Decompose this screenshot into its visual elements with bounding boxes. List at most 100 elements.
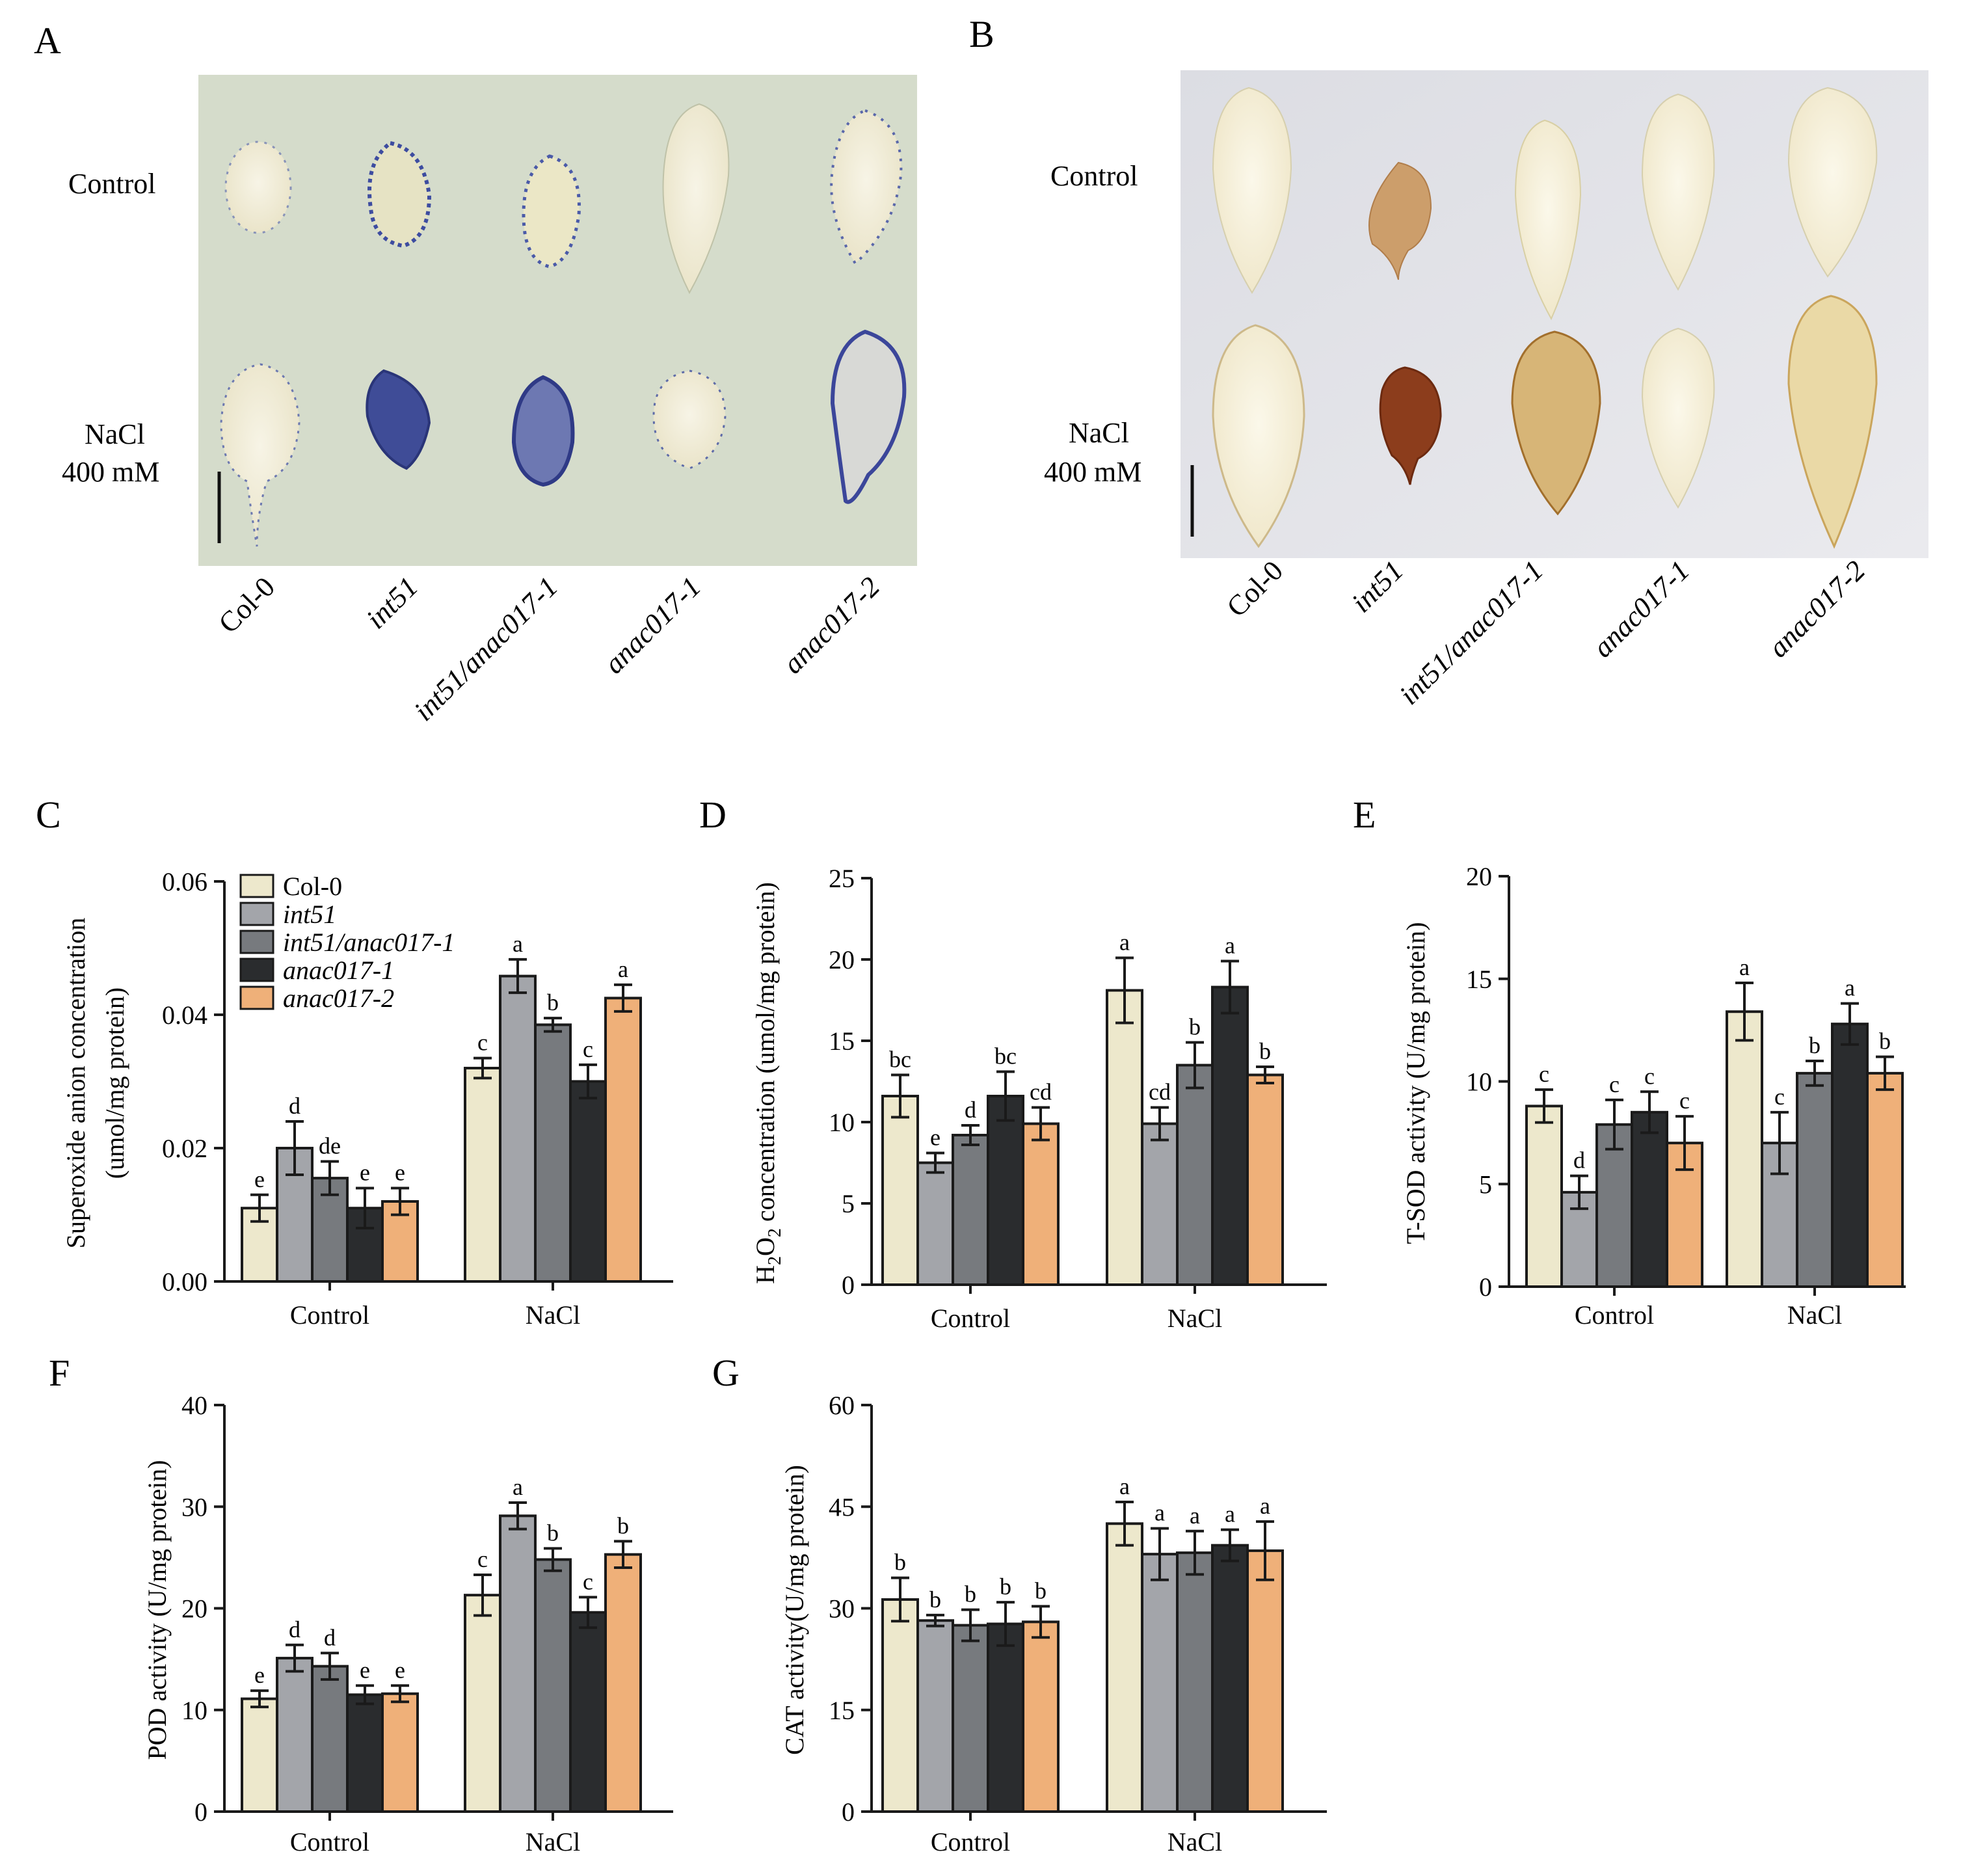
- leaf-B-nacl-int51-anac: [1511, 330, 1601, 516]
- leaf-B-nacl-anac1: [1641, 327, 1715, 509]
- significance-letter-C: c: [583, 1036, 593, 1062]
- bar-F-0-3: [346, 1693, 384, 1813]
- bar-D-1-0: [1106, 989, 1143, 1286]
- significance-letter-E: b: [1879, 1028, 1891, 1054]
- bar-F-0-2: [311, 1665, 349, 1813]
- significance-letter-D: d: [965, 1097, 976, 1123]
- legend-label-anac1: anac017-1: [283, 956, 394, 985]
- leaf-B-control-col0: [1212, 87, 1292, 294]
- genotype-B-anac2: anac017-2: [1762, 554, 1871, 663]
- significance-letter-F: e: [360, 1657, 370, 1683]
- row-label-control-A: Control: [68, 168, 155, 200]
- significance-letter-F: d: [289, 1616, 300, 1642]
- bar-D-1-2: [1176, 1064, 1214, 1286]
- panel-letter-G: G: [712, 1352, 740, 1394]
- bar-C-1-0: [464, 1067, 501, 1283]
- y-tick-label-D: 5: [842, 1189, 855, 1218]
- bar-E-1-4: [1866, 1071, 1904, 1288]
- photo-A-background: [198, 75, 917, 566]
- bar-F-1-4: [604, 1553, 642, 1813]
- y-tick-label-C: 0.04: [162, 1000, 207, 1030]
- panel-letter-E: E: [1353, 794, 1376, 836]
- y-tick-label-D: 25: [829, 864, 855, 893]
- significance-letter-G: a: [1190, 1503, 1200, 1529]
- bar-D-0-3: [987, 1095, 1024, 1286]
- y-tick-label-G: 0: [842, 1797, 855, 1827]
- genotype-A-anac2: anac017-2: [777, 570, 886, 680]
- leaf-A-nacl-anac2: [830, 329, 907, 504]
- leaf-B-nacl-int51: [1379, 366, 1442, 485]
- leaf-A-nacl-int51-anac: [511, 375, 575, 487]
- significance-letter-F: b: [547, 1520, 559, 1546]
- y-axis-label-E: T-SOD activity (U/mg protein): [1401, 922, 1430, 1244]
- significance-letter-G: b: [929, 1587, 941, 1613]
- y-tick-label-E: 0: [1479, 1272, 1492, 1302]
- significance-letter-D: bc: [889, 1047, 911, 1073]
- legend-swatch-int51: [239, 902, 274, 926]
- y-tick-label-E: 5: [1479, 1170, 1492, 1199]
- bar-D-1-1: [1141, 1122, 1179, 1286]
- leaf-B-control-int51-anac: [1514, 119, 1582, 321]
- row-label-conc-A: 400 mM: [62, 456, 159, 488]
- significance-letter-C: c: [477, 1030, 488, 1056]
- bar-F-0-0: [241, 1697, 278, 1813]
- y-tick-label-D: 15: [829, 1026, 855, 1056]
- x-tick-label-D: NaCl: [1167, 1304, 1222, 1333]
- significance-letter-F: c: [477, 1546, 488, 1572]
- significance-letter-C: b: [547, 989, 559, 1015]
- bar-G-0-2: [952, 1624, 989, 1814]
- y-tick-label-D: 20: [829, 945, 855, 974]
- significance-letter-E: c: [1679, 1088, 1690, 1114]
- genotype-A-col0: Col-0: [213, 570, 282, 639]
- row-label-control-B: Control: [1050, 160, 1138, 192]
- bar-D-1-3: [1211, 985, 1249, 1286]
- y-tick-label-C: 0.00: [162, 1267, 207, 1296]
- bar-E-1-0: [1726, 1010, 1763, 1288]
- significance-letter-E: c: [1539, 1061, 1549, 1087]
- bar-F-0-4: [381, 1692, 419, 1813]
- bar-C-1-4: [604, 997, 642, 1283]
- genotype-B-col0: Col-0: [1221, 554, 1290, 623]
- significance-letter-C: a: [618, 956, 628, 982]
- leaf-A-control-anac1: [662, 103, 730, 295]
- bar-G-0-0: [881, 1598, 919, 1813]
- significance-letter-E: c: [1644, 1063, 1655, 1089]
- bar-G-0-1: [916, 1619, 954, 1813]
- leaf-A-nacl-col0: [220, 363, 300, 547]
- bar-D-0-2: [952, 1134, 989, 1286]
- genotype-labels-A: Col-0 int51 int51/anac017-1 anac017-1 an…: [213, 570, 887, 727]
- leaf-A-nacl-anac1: [652, 369, 727, 470]
- significance-letter-E: c: [1609, 1071, 1620, 1097]
- significance-letter-E: c: [1774, 1084, 1785, 1110]
- legend-label-int51: int51: [283, 900, 336, 929]
- panel-letter-F: F: [49, 1352, 70, 1394]
- legend-label-int51-anac: int51/anac017-1: [283, 928, 455, 957]
- row-label-conc-B: 400 mM: [1044, 456, 1141, 488]
- bar-C-1-3: [569, 1080, 607, 1283]
- y-tick-label-F: 0: [194, 1797, 207, 1827]
- leaf-A-control-anac2: [830, 109, 903, 266]
- significance-letter-G: b: [1000, 1574, 1011, 1600]
- bar-C-1-1: [499, 974, 537, 1283]
- x-tick-label-F: Control: [290, 1827, 369, 1856]
- leaf-B-control-anac2: [1787, 87, 1878, 278]
- leaf-B-control-anac1: [1641, 93, 1715, 291]
- bar-C-1-2: [534, 1023, 572, 1283]
- leaf-A-control-int51-anac: [522, 154, 581, 269]
- bar-E-0-3: [1631, 1110, 1668, 1288]
- leaf-row-control-B: [1212, 87, 1878, 321]
- y-tick-label-D: 0: [842, 1270, 855, 1300]
- bar-G-0-4: [1022, 1620, 1060, 1813]
- bar-G-0-3: [987, 1622, 1024, 1813]
- x-tick-label-D: Control: [931, 1304, 1010, 1333]
- significance-letter-D: e: [930, 1125, 940, 1151]
- bar-F-1-2: [534, 1558, 572, 1813]
- leaf-row-nacl-A: [220, 329, 907, 547]
- x-tick-label-E: Control: [1575, 1300, 1654, 1330]
- significance-letter-F: a: [513, 1474, 523, 1500]
- x-tick-label-G: NaCl: [1167, 1827, 1222, 1856]
- genotype-B-int51-anac: int51/anac017-1: [1393, 554, 1549, 710]
- bar-G-1-3: [1211, 1544, 1249, 1813]
- bar-G-1-1: [1141, 1553, 1179, 1814]
